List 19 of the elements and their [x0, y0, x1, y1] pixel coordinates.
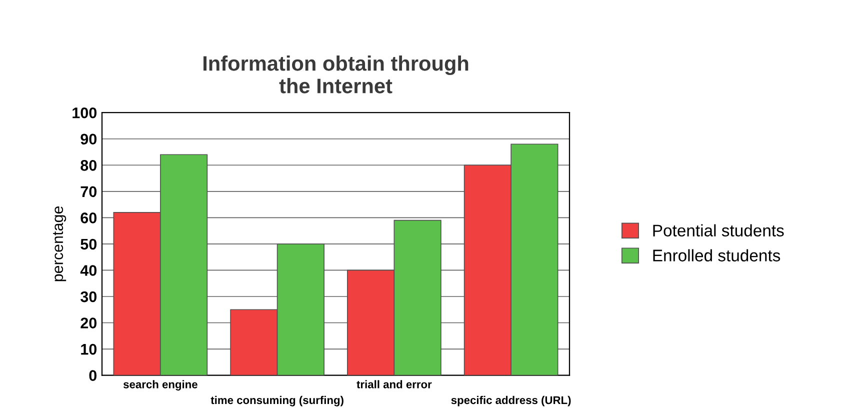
y-tick-label: 90 [80, 134, 97, 145]
y-tick-label: 20 [80, 318, 97, 328]
y-tick-label: 30 [80, 291, 97, 302]
y-axis-title: percentage [53, 206, 66, 282]
y-tick-label: 10 [81, 344, 97, 355]
y-tick-label: 50 [80, 238, 97, 250]
y-tick-label: 60 [80, 212, 97, 224]
y-tick-label: 70 [80, 186, 97, 198]
y-tick-label: 100 [72, 107, 97, 118]
x-tick-label: triall and error [356, 380, 432, 388]
x-tick-label: search engine [123, 380, 198, 391]
chart-title: Information obtain through the Internet [203, 56, 468, 94]
y-tick-label: 0 [89, 370, 97, 381]
y-tick-label: 80 [80, 160, 97, 171]
legend-label: Potential students [653, 224, 784, 236]
x-tick-label: specific address (URL) [451, 396, 571, 406]
legend-label: Enrolled students [653, 249, 780, 262]
x-tick-label: time consuming (surfing) [210, 396, 344, 406]
y-tick-label: 40 [80, 265, 97, 276]
